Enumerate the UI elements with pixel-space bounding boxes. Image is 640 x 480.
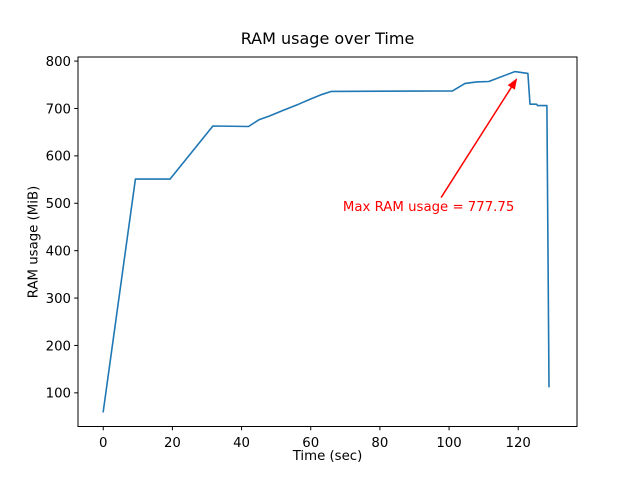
annotation-arrow: [440, 82, 515, 198]
y-tick-label: 700: [46, 102, 71, 117]
chart-title: RAM usage over Time: [240, 29, 415, 48]
plot-frame: [77, 56, 578, 427]
x-tick-label: 100: [436, 436, 461, 451]
y-tick-label: 400: [46, 244, 71, 259]
ram-usage-line: [102, 70, 550, 413]
x-tick-label: 60: [302, 436, 319, 451]
x-tick-label: 40: [233, 436, 250, 451]
y-tick-label: 200: [46, 339, 71, 354]
annotation-arrowhead: [507, 78, 518, 90]
y-tick-label: 300: [46, 292, 71, 307]
x-tick-label: 80: [371, 436, 388, 451]
x-tick-label: 20: [164, 436, 181, 451]
max-ram-annotation: Max RAM usage = 777.75: [342, 200, 515, 216]
y-tick-label: 600: [46, 150, 71, 165]
y-tick-label: 800: [46, 55, 71, 70]
x-tick-label: 0: [99, 436, 107, 451]
x-axis-label: Time (sec): [292, 449, 363, 464]
y-axis-label: RAM usage (MiB): [26, 185, 42, 299]
x-tick-label: 120: [506, 436, 531, 451]
y-tick-label: 500: [46, 197, 71, 212]
y-tick-label: 100: [46, 387, 71, 402]
